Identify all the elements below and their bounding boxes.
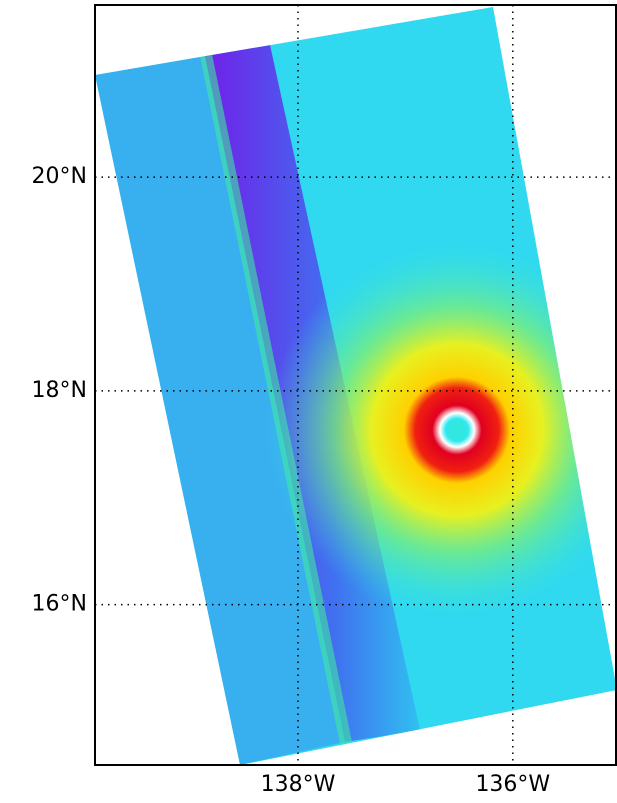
map-frame <box>94 4 617 766</box>
swath-image <box>95 7 617 765</box>
x-tick-label: 138°W <box>261 772 336 797</box>
x-tick-label: 136°W <box>475 772 550 797</box>
y-tick-label: 16°N <box>32 592 87 617</box>
y-tick-label: 18°N <box>32 378 87 403</box>
y-tick-label: 20°N <box>32 164 87 189</box>
